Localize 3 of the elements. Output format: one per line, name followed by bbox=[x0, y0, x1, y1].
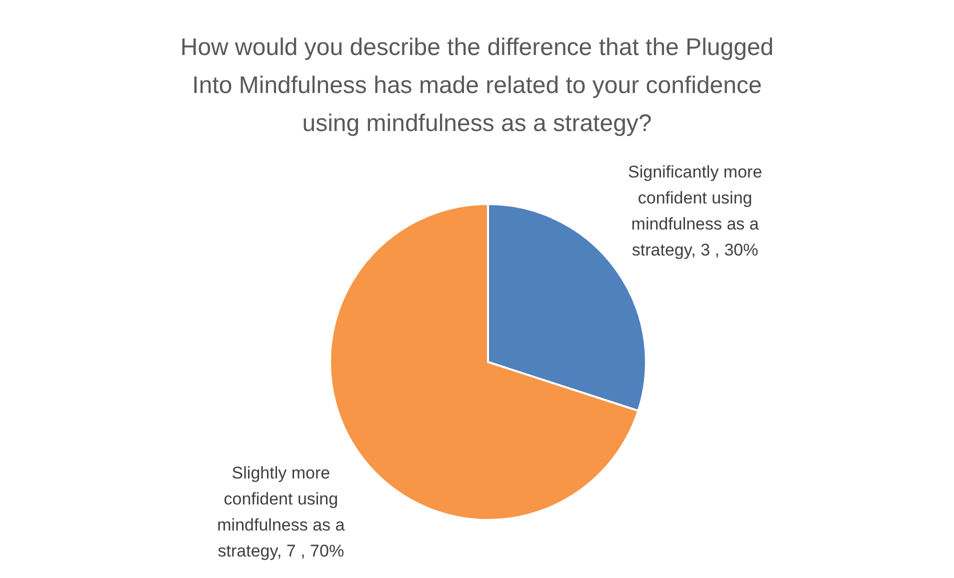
chart-title: How would you describe the difference that the Plugged Into Mindfulness has made related to your confidence using mindfulness as a strategy? bbox=[180, 34, 774, 137]
slice-label: Slightly more confident using mindfulness as a strategy, 7 , 70% bbox=[217, 463, 346, 560]
slice-label: Significantly more confident using mindfulness as a strategy, 3 , 30% bbox=[628, 162, 762, 260]
